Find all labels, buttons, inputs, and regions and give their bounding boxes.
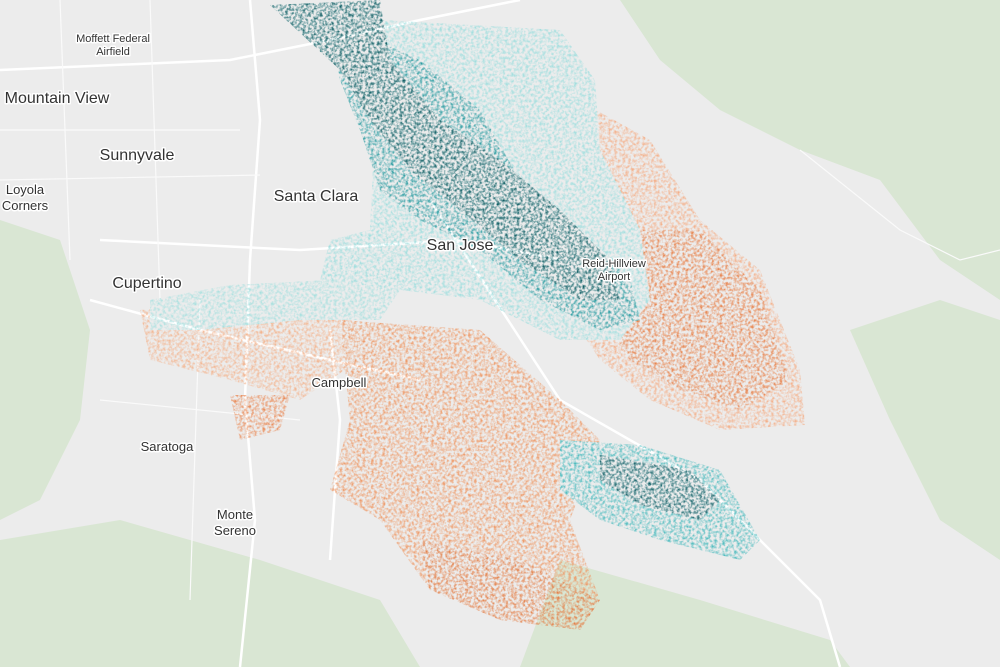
data-overlay: [140, 0, 805, 630]
place-label: Saratoga: [141, 439, 195, 454]
label-line: Airfield: [96, 46, 130, 58]
label-line: Mountain View: [5, 90, 110, 107]
place-label: Loyola Corners: [2, 182, 49, 213]
label-line: Loyola: [6, 182, 45, 197]
place-label: Moffett Federal Airfield: [76, 33, 150, 58]
label-line: Moffett Federal: [76, 33, 150, 45]
label-line: Sunnyvale: [100, 147, 175, 164]
label-line: Campbell: [312, 375, 367, 390]
place-label: Monte Sereno: [214, 507, 256, 538]
label-line: Cupertino: [112, 275, 181, 292]
place-label: Sunnyvale: [100, 147, 175, 164]
place-label: San Jose: [427, 237, 494, 254]
place-label: Cupertino: [112, 275, 181, 292]
place-label: Mountain View: [5, 90, 110, 107]
label-line: Airport: [598, 271, 630, 283]
label-line: Santa Clara: [274, 188, 359, 205]
label-line: Monte: [217, 507, 253, 522]
label-line: San Jose: [427, 237, 494, 254]
place-labels: Moffett Federal Airfield Mountain View Su…: [0, 32, 647, 540]
label-line: Corners: [2, 198, 49, 213]
place-label: Campbell: [312, 375, 367, 390]
label-line: Sereno: [214, 523, 256, 538]
label-line: Reid-Hillview: [582, 258, 646, 270]
place-label: Santa Clara: [274, 188, 359, 205]
place-label: Reid-Hillview Airport: [582, 258, 646, 283]
label-line: Saratoga: [141, 439, 195, 454]
